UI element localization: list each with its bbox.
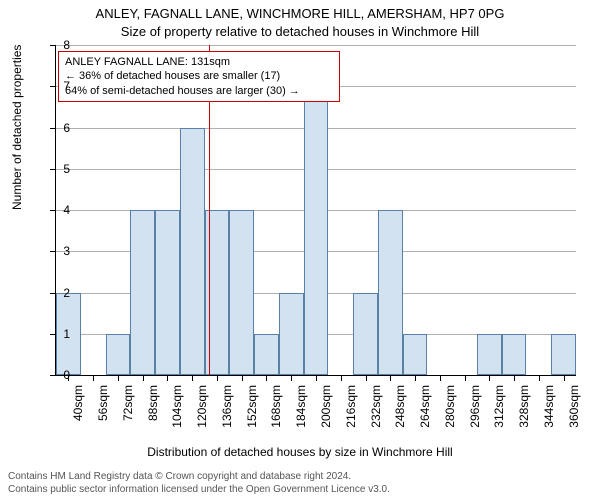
x-tick-label: 248sqm xyxy=(393,385,407,435)
histogram-bar xyxy=(180,128,205,376)
annotation-line1: ANLEY FAGNALL LANE: 131sqm xyxy=(65,55,333,69)
gridline xyxy=(56,45,576,46)
histogram-bar xyxy=(130,210,155,375)
x-tick-label: 264sqm xyxy=(418,385,432,435)
histogram-bar xyxy=(551,334,576,375)
x-tick xyxy=(143,375,144,381)
x-tick xyxy=(316,375,317,381)
y-tick-label: 4 xyxy=(50,203,70,217)
x-tick xyxy=(390,375,391,381)
histogram-bar xyxy=(378,210,403,375)
x-tick xyxy=(341,375,342,381)
histogram-bar xyxy=(155,210,180,375)
footer-text: Contains HM Land Registry data © Crown c… xyxy=(8,470,390,496)
histogram-chart: ANLEY, FAGNALL LANE, WINCHMORE HILL, AME… xyxy=(0,0,600,500)
x-tick xyxy=(514,375,515,381)
x-tick xyxy=(118,375,119,381)
x-tick xyxy=(440,375,441,381)
annotation-box: ANLEY FAGNALL LANE: 131sqm ← 36% of deta… xyxy=(58,51,340,102)
y-tick-label: 6 xyxy=(50,121,70,135)
histogram-bar xyxy=(304,86,329,375)
y-tick-label: 1 xyxy=(50,327,70,341)
x-tick-label: 344sqm xyxy=(542,385,556,435)
x-tick-label: 280sqm xyxy=(443,385,457,435)
y-tick-label: 0 xyxy=(50,368,70,382)
x-tick-label: 216sqm xyxy=(344,385,358,435)
x-tick-label: 72sqm xyxy=(121,385,135,435)
histogram-bar xyxy=(279,293,304,376)
x-tick-label: 312sqm xyxy=(492,385,506,435)
x-tick-label: 232sqm xyxy=(369,385,383,435)
x-tick-label: 328sqm xyxy=(517,385,531,435)
x-tick-label: 296sqm xyxy=(468,385,482,435)
x-tick-label: 200sqm xyxy=(319,385,333,435)
y-tick-label: 7 xyxy=(50,79,70,93)
y-axis-label: Number of detached properties xyxy=(10,45,24,210)
x-tick xyxy=(242,375,243,381)
x-tick-label: 104sqm xyxy=(170,385,184,435)
y-tick-label: 3 xyxy=(50,244,70,258)
x-tick xyxy=(489,375,490,381)
x-tick xyxy=(93,375,94,381)
x-tick xyxy=(167,375,168,381)
histogram-bar xyxy=(106,334,131,375)
x-tick-label: 360sqm xyxy=(567,385,581,435)
x-tick xyxy=(415,375,416,381)
footer-line1: Contains HM Land Registry data © Crown c… xyxy=(8,470,390,483)
x-tick xyxy=(291,375,292,381)
histogram-bar xyxy=(502,334,527,375)
x-axis-label: Distribution of detached houses by size … xyxy=(0,445,600,459)
footer-line2: Contains public sector information licen… xyxy=(8,483,390,496)
x-tick-label: 168sqm xyxy=(269,385,283,435)
y-tick-label: 2 xyxy=(50,286,70,300)
annotation-line2: ← 36% of detached houses are smaller (17… xyxy=(65,69,333,83)
x-tick-label: 152sqm xyxy=(245,385,259,435)
x-tick xyxy=(564,375,565,381)
chart-title-sub: Size of property relative to detached ho… xyxy=(0,24,600,39)
x-tick-label: 184sqm xyxy=(294,385,308,435)
histogram-bar xyxy=(403,334,428,375)
x-tick xyxy=(192,375,193,381)
y-tick-label: 8 xyxy=(50,38,70,52)
x-tick-label: 120sqm xyxy=(195,385,209,435)
chart-title-main: ANLEY, FAGNALL LANE, WINCHMORE HILL, AME… xyxy=(0,6,600,21)
histogram-bar xyxy=(353,293,378,376)
annotation-line3: 64% of semi-detached houses are larger (… xyxy=(65,84,333,98)
x-tick-label: 56sqm xyxy=(96,385,110,435)
y-tick-label: 5 xyxy=(50,162,70,176)
x-tick-label: 136sqm xyxy=(220,385,234,435)
x-tick xyxy=(266,375,267,381)
x-tick xyxy=(465,375,466,381)
x-tick xyxy=(366,375,367,381)
x-tick xyxy=(539,375,540,381)
x-tick xyxy=(217,375,218,381)
histogram-bar xyxy=(254,334,279,375)
histogram-bar xyxy=(477,334,502,375)
x-tick-label: 88sqm xyxy=(146,385,160,435)
x-tick-label: 40sqm xyxy=(71,385,85,435)
histogram-bar xyxy=(229,210,254,375)
